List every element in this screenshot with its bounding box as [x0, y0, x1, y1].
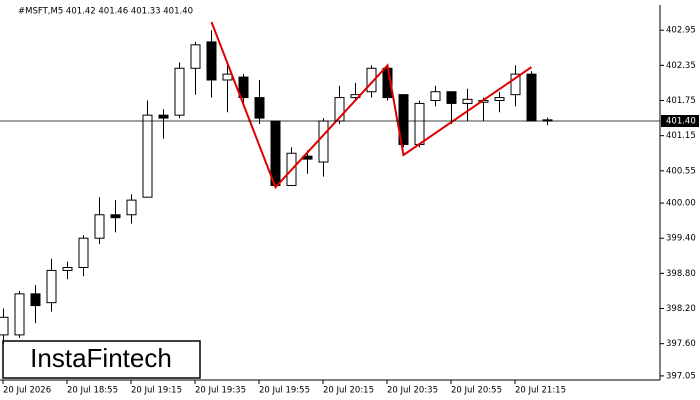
candle-body [254, 97, 265, 119]
price-label: 401.40 [666, 117, 696, 127]
candle-body [46, 269, 57, 304]
candle-body [366, 67, 377, 93]
candle-body [78, 237, 89, 268]
candle-body [158, 114, 169, 119]
y-tick-label: 402.95 [666, 26, 696, 36]
candle-body [222, 73, 233, 81]
y-tick-label: 401.15 [666, 131, 696, 141]
y-tick-label: 398.80 [666, 269, 696, 279]
x-tick-label: 20 Jul 21:15 [515, 386, 566, 396]
x-tick-label: 20 Jul 20:55 [451, 386, 502, 396]
y-tick-label: 400.55 [666, 166, 696, 176]
candle-body [126, 199, 137, 216]
candle-body [174, 67, 185, 116]
chart-title: #MSFT,M5 401.42 401.46 401.33 401.40 [18, 7, 193, 17]
candle-body [142, 114, 153, 198]
candle-body [206, 41, 217, 81]
pattern-line [210, 21, 533, 190]
candle-body [0, 316, 9, 336]
x-tick-label: 20 Jul 19:15 [131, 386, 182, 396]
x-tick-label: 20 Jul 19:55 [259, 386, 310, 396]
x-tick-label: 20 Jul 19:35 [195, 386, 246, 396]
watermark: InstaFintech [30, 343, 172, 373]
candle-body [510, 73, 521, 96]
candle-body [190, 44, 201, 69]
y-tick-label: 399.40 [666, 234, 696, 244]
candle-body [110, 214, 121, 219]
price-label-box [661, 115, 699, 128]
x-tick-label: 20 Jul 2026 [3, 386, 51, 396]
x-tick-label: 20 Jul 18:55 [67, 386, 118, 396]
y-tick-label: 397.60 [666, 339, 696, 349]
y-tick-label: 397.05 [666, 371, 696, 381]
candle-body [238, 76, 249, 99]
y-tick-label: 398.20 [666, 304, 696, 314]
x-tick-label: 20 Jul 20:35 [387, 386, 438, 396]
candle-body [62, 267, 73, 271]
y-tick-label: 401.75 [666, 96, 696, 106]
candle-body [14, 293, 25, 336]
candle-body [494, 97, 505, 102]
candle-body [526, 73, 537, 122]
candle-body [270, 120, 281, 186]
y-tick-label: 400.00 [666, 199, 696, 209]
candle-body [462, 98, 473, 104]
candle-body [94, 214, 105, 239]
y-tick-label: 402.35 [666, 61, 696, 71]
candle-body [430, 91, 441, 102]
candle-body [446, 91, 457, 104]
candle-body [414, 102, 425, 145]
watermark-box [2, 340, 201, 379]
candle-body [398, 94, 409, 145]
candle-body [318, 120, 329, 163]
x-tick-label: 20 Jul 20:15 [323, 386, 374, 396]
candle-body [30, 293, 41, 307]
